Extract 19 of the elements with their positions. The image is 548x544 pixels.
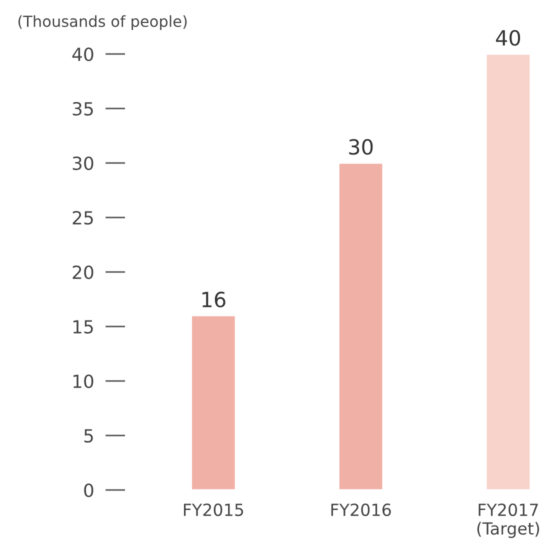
bar (338, 162, 384, 490)
data-label: 40 (496, 30, 520, 46)
x-tick-label: FY2017 (Target) (477, 503, 540, 538)
y-tick-label: 20 (72, 265, 94, 280)
bar (485, 54, 532, 490)
y-tick-label: 40 (72, 47, 94, 62)
data-label: 16 (202, 292, 226, 308)
y-tick-label: 0 (84, 483, 94, 498)
bar (190, 314, 236, 490)
y-tick-label: 10 (73, 374, 94, 388)
y-tick-label: 35 (72, 102, 93, 116)
y-tick-label: 15 (73, 320, 93, 334)
data-label: 30 (349, 139, 373, 155)
y-axis-title: (Thousands of people) (18, 15, 187, 30)
x-tick-label: FY2016 (331, 503, 391, 516)
x-tick-label: FY2015 (184, 503, 244, 516)
y-tick-label: 5 (84, 429, 93, 443)
y-tick-label: 30 (72, 156, 94, 170)
y-tick-label: 25 (72, 210, 93, 225)
